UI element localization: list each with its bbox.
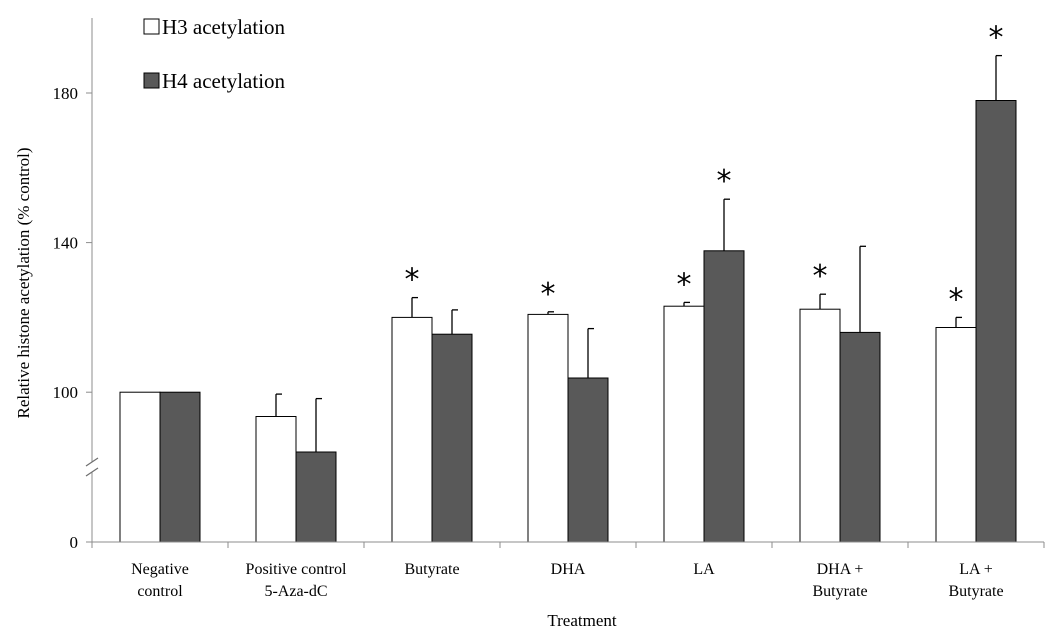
category-label-line: control — [137, 583, 183, 600]
significance-mark-h3-6: * — [949, 282, 964, 317]
category-label-4: LA — [693, 561, 715, 578]
category-label-6: LA + Butyrate — [948, 561, 1003, 600]
category-label-line: LA + — [959, 561, 992, 578]
category-label-line: 5-Aza-dC — [264, 583, 327, 600]
category-label-line: Butyrate — [404, 561, 459, 578]
legend: H3 acetylation H4 acetylation — [143, 15, 286, 93]
bar-h3-6 — [935, 327, 977, 543]
y-tick-label: 180 — [53, 84, 79, 103]
bar-h4-6 — [975, 100, 1017, 543]
category-label-5: DHA + Butyrate — [812, 561, 867, 600]
y-tick-label: 0 — [70, 533, 79, 552]
category-label-line: DHA — [551, 561, 586, 578]
category-label-3: DHA — [551, 561, 586, 578]
bar-h4-2 — [431, 333, 473, 543]
significance-mark-h3-2: * — [405, 263, 420, 298]
bar-h3-3 — [527, 313, 569, 543]
bar-h4-0 — [159, 391, 201, 543]
category-label-line: Butyrate — [812, 583, 867, 600]
category-label-1: Positive control 5-Aza-dC — [246, 561, 347, 600]
significance-mark-h3-3: * — [541, 277, 556, 312]
legend-label-h3: H3 acetylation — [162, 15, 286, 39]
legend-swatch-h3 — [143, 18, 160, 35]
bars-layer — [119, 100, 1017, 543]
category-label-line: DHA + — [817, 561, 864, 578]
bar-h4-3 — [567, 377, 609, 543]
labels-layer: Negative control Positive control 5-Aza-dC *… — [14, 21, 1004, 630]
category-label-line: Negative — [131, 561, 189, 578]
y-axis-title: Relative histone acetylation (% control) — [14, 148, 33, 419]
significance-mark-h3-5: * — [813, 259, 828, 294]
bar-h4-1 — [295, 451, 337, 543]
legend-label-h4: H4 acetylation — [162, 69, 286, 93]
axes-layer — [85, 18, 1045, 548]
axis-break-mark — [85, 457, 99, 467]
bar-h4-4 — [703, 250, 745, 543]
bar-h4-5 — [839, 331, 881, 543]
axis-break-mark — [85, 467, 99, 477]
bar-h3-1 — [255, 416, 297, 543]
x-axis-title: Treatment — [547, 611, 617, 630]
bar-h3-4 — [663, 305, 705, 543]
y-tick-label: 100 — [53, 383, 79, 402]
category-label-line: Positive control — [246, 561, 347, 578]
significance-mark-h4-6: * — [989, 21, 1004, 56]
legend-swatch-h4 — [143, 72, 160, 89]
bar-h3-2 — [391, 316, 433, 543]
category-label-0: Negative control — [131, 561, 189, 600]
category-label-2: Butyrate — [404, 561, 459, 578]
category-label-line: LA — [693, 561, 715, 578]
bar-h3-5 — [799, 308, 841, 543]
category-label-line: Butyrate — [948, 583, 1003, 600]
y-tick-label: 140 — [53, 234, 79, 253]
error-bars-layer — [275, 54, 1002, 452]
significance-mark-h3-4: * — [677, 267, 692, 302]
significance-mark-h4-4: * — [717, 164, 732, 199]
bar-h3-0 — [119, 391, 161, 543]
